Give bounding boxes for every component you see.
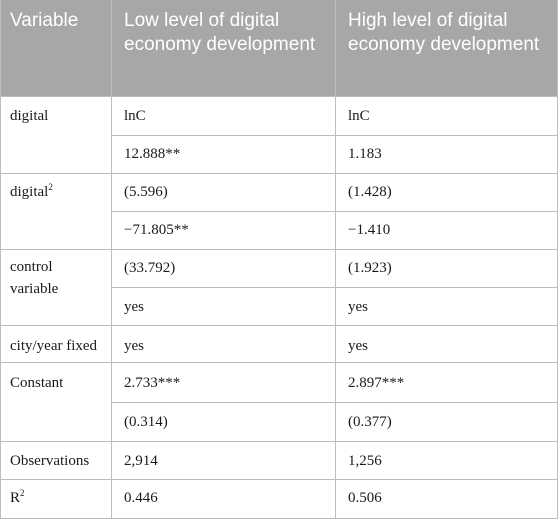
low-level-value: yes: [124, 338, 144, 354]
low-level-value: −71.805**: [124, 222, 189, 238]
high-level-value: −1.410: [348, 222, 391, 238]
row-label: Observations: [10, 453, 90, 469]
high-level-value: 1,256: [348, 453, 382, 469]
high-level-value: 1.183: [348, 146, 382, 162]
row-divider: [0, 173, 558, 174]
row-divider: [0, 479, 558, 480]
column-divider: [335, 0, 336, 519]
row-label: city/year fixed: [10, 338, 98, 354]
low-level-value: yes: [124, 299, 144, 315]
high-level-value: 0.506: [348, 490, 382, 506]
high-level-value: (1.428): [348, 184, 392, 200]
row-label: digital2: [10, 182, 53, 201]
row-label: control variable: [10, 259, 59, 297]
row-label: Constant: [10, 375, 64, 391]
high-level-value: lnC: [348, 108, 370, 124]
low-level-value: 2.733***: [124, 375, 181, 391]
low-level-value: lnC: [124, 108, 146, 124]
low-level-value: 2,914: [124, 453, 158, 469]
high-level-value: (1.923): [348, 260, 392, 276]
high-level-value: 2.897***: [348, 375, 405, 391]
column-divider: [111, 0, 112, 519]
low-level-value: 12.888**: [124, 146, 181, 162]
header-high-level: High level of digital economy developmen…: [348, 10, 540, 55]
high-level-value: (0.377): [348, 414, 392, 430]
header-low-level: Low level of digital economy development: [124, 10, 316, 55]
high-level-value: yes: [348, 338, 368, 354]
subrow-divider: [111, 211, 558, 212]
row-divider: [0, 362, 558, 363]
row-label: digital: [10, 108, 49, 124]
row-label: R2: [10, 488, 25, 507]
high-level-value: yes: [348, 299, 368, 315]
row-divider: [0, 325, 558, 326]
low-level-value: (0.314): [124, 414, 168, 430]
low-level-value: (33.792): [124, 260, 176, 276]
low-level-value: 0.446: [124, 490, 158, 506]
row-divider: [0, 96, 558, 97]
subrow-divider: [111, 135, 558, 136]
low-level-value: (5.596): [124, 184, 168, 200]
header-variable: Variable: [10, 10, 79, 31]
table-header: Variable Low level of digital economy de…: [0, 0, 558, 96]
table-border-left: [0, 0, 1, 519]
subrow-divider: [111, 287, 558, 288]
row-divider: [0, 249, 558, 250]
subrow-divider: [111, 402, 558, 403]
row-divider: [0, 441, 558, 442]
